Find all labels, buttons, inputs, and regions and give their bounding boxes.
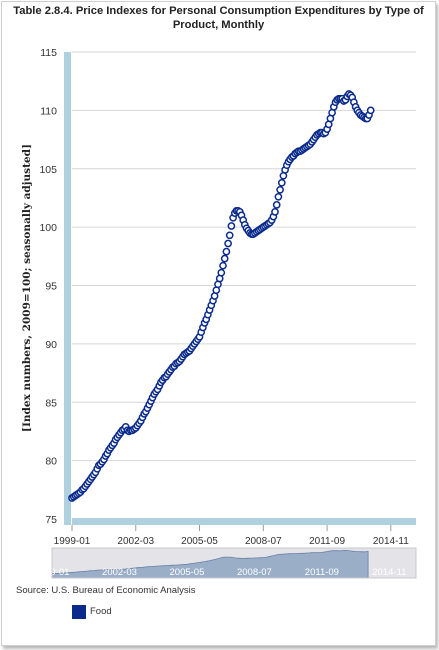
data-point: [272, 201, 281, 209]
data-point: [366, 106, 375, 115]
y-tick-label-85: 85: [45, 397, 57, 409]
data-point: [219, 261, 227, 270]
navigator-border: [51, 547, 417, 579]
x-tick-label-2014-11: 2014-11: [373, 536, 409, 547]
chart-title: Table 2.8.4. Price Indexes for Personal …: [13, 5, 424, 31]
y-tick-label-80: 80: [45, 456, 57, 468]
data-point: [222, 247, 231, 256]
data-point: [227, 222, 236, 230]
data-point: [225, 231, 234, 240]
data-point: [271, 208, 279, 216]
legend-swatch-food: [72, 605, 86, 619]
y-axis-band: [64, 52, 71, 525]
series-food: [68, 90, 375, 502]
x-axis-band: [72, 518, 416, 525]
y-tick-label-90: 90: [45, 339, 57, 351]
y-tick-label-115: 115: [40, 47, 57, 59]
navigator-label-2014-11: 2014-11: [372, 567, 406, 578]
axes: 75 80 85 90 95 100 105 110 115 1999-01 2002-03 2005…: [39, 47, 416, 547]
data-point: [217, 268, 226, 277]
y-tick-label-105: 105: [39, 164, 57, 176]
navigator-label-2011-09: 2011-09: [305, 567, 339, 578]
y-tick-label-100: 100: [39, 222, 57, 234]
source-note: Source: U.S. Bureau of Economic Analysis: [16, 585, 196, 596]
x-tick-label-1999-01: 1999-01: [54, 536, 91, 547]
data-point: [277, 178, 286, 187]
data-point: [224, 239, 232, 248]
y-tick-label-95: 95: [45, 281, 57, 293]
x-tick-label-2008-07: 2008-07: [245, 536, 282, 547]
legend-label-food: Food: [90, 606, 112, 617]
data-point: [276, 185, 284, 194]
navigator-label-2002-03: 2002-03: [102, 567, 137, 578]
x-tick-label-2002-03: 2002-03: [117, 536, 154, 547]
x-tick-label-2005-05: 2005-05: [181, 536, 218, 547]
data-point: [220, 254, 229, 263]
navigator-label-2008-07: 2008-07: [237, 567, 272, 578]
y-tick-label-110: 110: [40, 105, 57, 117]
x-tick-label-2011-09: 2011-09: [309, 536, 345, 547]
data-point: [274, 192, 283, 201]
navigator-area: [51, 549, 369, 579]
chart-svg: 75 80 85 90 95 100 105 110 115 1999-01 2002-03 2005…: [35, 47, 417, 579]
y-tick-label-75: 75: [45, 514, 57, 526]
gridlines: [72, 51, 416, 462]
range-navigator: 1999-01 2002-03 2005-05 2008-07 2011-09 2014-…: [35, 547, 417, 579]
navigator-label-2005-05: 2005-05: [170, 567, 205, 578]
